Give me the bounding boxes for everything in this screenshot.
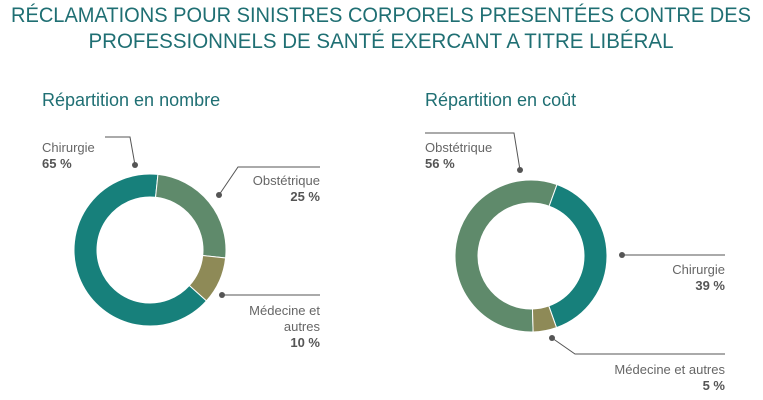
leader-line bbox=[218, 166, 320, 196]
chart-subtitle: Répartition en nombre bbox=[42, 90, 220, 110]
category-label: Obstétrique bbox=[425, 140, 493, 155]
donut-segment bbox=[154, 173, 227, 259]
donut-segment bbox=[188, 254, 227, 302]
leader-line bbox=[551, 337, 725, 355]
donut-segment bbox=[454, 179, 558, 333]
value-label: 56 % bbox=[425, 156, 455, 171]
leader-line bbox=[425, 132, 521, 171]
leader-dot bbox=[132, 162, 138, 168]
value-label: 5 % bbox=[702, 378, 725, 393]
value-label: 39 % bbox=[695, 278, 725, 293]
category-label: Médecine et autres bbox=[614, 362, 725, 377]
chart-subtitle: Répartition en coût bbox=[425, 90, 576, 110]
segment-label: Médecine et autres 10 % bbox=[248, 303, 320, 351]
value-label: 65 % bbox=[42, 156, 72, 171]
main-title-line: RÉCLAMATIONS POUR SINISTRES CORPORELS PR… bbox=[11, 4, 751, 27]
donut-segment bbox=[73, 173, 208, 327]
segment-label: Obstétrique 25 % bbox=[230, 173, 320, 205]
main-title-line: PROFESSIONNELS DE SANTÉ EXERCANT A TITRE… bbox=[89, 30, 674, 53]
donut-segment bbox=[531, 305, 558, 333]
segment-label: Obstétrique 56 % bbox=[425, 140, 515, 172]
segment-label: Chirurgie 39 % bbox=[635, 262, 725, 294]
leader-dot bbox=[219, 292, 225, 298]
segment-label: Chirurgie 65 % bbox=[42, 140, 122, 172]
donut-segment bbox=[548, 183, 608, 329]
category-label: Chirurgie bbox=[42, 140, 95, 155]
category-label: Chirurgie bbox=[672, 262, 725, 277]
category-label: Médecine et autres bbox=[249, 303, 320, 334]
segment-label: Médecine et autres 5 % bbox=[585, 362, 725, 394]
leader-dot bbox=[619, 252, 625, 258]
leader-line bbox=[105, 136, 136, 166]
category-label: Obstétrique bbox=[252, 173, 320, 188]
value-label: 25 % bbox=[290, 189, 320, 204]
leader-dot bbox=[517, 167, 523, 173]
leader-dot bbox=[216, 192, 222, 198]
value-label: 10 % bbox=[290, 335, 320, 350]
leader-dot bbox=[549, 335, 555, 341]
